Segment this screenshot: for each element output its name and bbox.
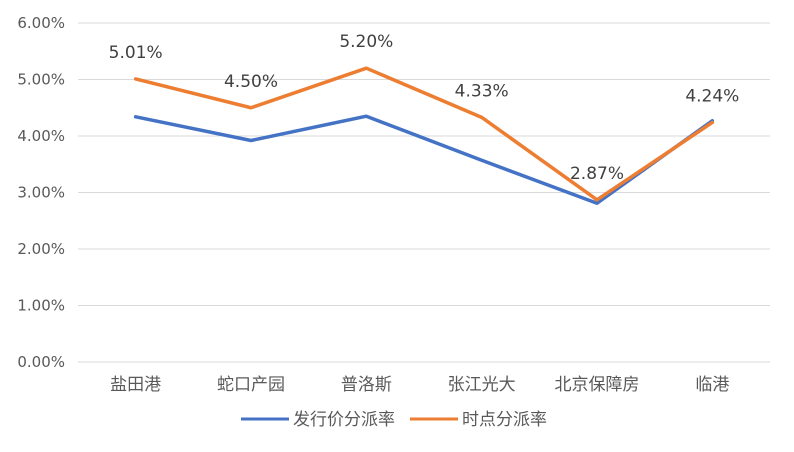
x-category-label: 北京保障房 xyxy=(555,375,640,395)
y-tick-label: 5.00% xyxy=(17,71,65,89)
legend-label-series-1: 发行价分派率 xyxy=(293,410,395,430)
x-category-label: 张江光大 xyxy=(448,375,516,395)
data-labels: 5.01% 4.50% 5.20% 4.33% 2.87% 4.24% xyxy=(109,32,740,184)
y-tick-label: 3.00% xyxy=(17,184,65,202)
y-tick-label: 2.00% xyxy=(17,240,65,258)
legend-label-series-2: 时点分派率 xyxy=(462,410,547,430)
data-label: 5.01% xyxy=(109,43,163,63)
y-tick-label: 4.00% xyxy=(17,127,65,145)
x-category-label: 普洛斯 xyxy=(341,375,392,395)
series-lines xyxy=(133,66,715,205)
x-category-label: 临港 xyxy=(695,375,729,395)
y-axis-ticks: 0.00% 1.00% 2.00% 3.00% 4.00% 5.00% 6.00% xyxy=(17,14,65,371)
y-tick-label: 0.00% xyxy=(17,353,65,371)
x-category-label: 蛇口产园 xyxy=(217,375,285,395)
data-label: 5.20% xyxy=(339,32,393,52)
gridlines xyxy=(78,22,770,363)
data-label: 4.24% xyxy=(685,86,739,106)
data-label: 2.87% xyxy=(570,164,624,184)
legend: 发行价分派率 时点分派率 xyxy=(241,410,547,430)
data-label: 4.33% xyxy=(455,81,509,101)
watermark: 搜狐号@REITs课题组 xyxy=(622,426,782,445)
y-tick-label: 6.00% xyxy=(17,14,65,32)
series-line-1 xyxy=(133,114,715,205)
x-axis-categories: 盐田港 蛇口产园 普洛斯 张江光大 北京保障房 临港 xyxy=(110,375,729,395)
data-label: 4.50% xyxy=(224,72,278,92)
x-category-label: 盐田港 xyxy=(110,375,161,395)
y-tick-label: 1.00% xyxy=(17,297,65,315)
series-line-2 xyxy=(133,66,715,202)
